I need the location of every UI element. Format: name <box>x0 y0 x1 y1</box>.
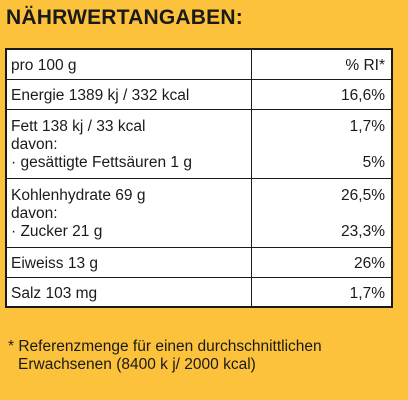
row-label-line: pro 100 g <box>11 57 77 74</box>
row-label: Fett 138 kj / 33 kcal davon: · gesättigt… <box>5 108 252 179</box>
footnote-line: * Referenzmenge für einen durchschnittli… <box>8 338 322 355</box>
row-label-line: · gesättigte Fettsäuren 1 g <box>11 153 192 171</box>
row-label: Energie 1389 kj / 332 kcal <box>5 78 252 110</box>
table-row-protein: Eiweiss 13 g 26% <box>5 246 393 278</box>
row-label: Eiweiss 13 g <box>5 246 252 278</box>
table-row-carbohydrates: Kohlenhydrate 69 g davon: · Zucker 21 g … <box>5 177 393 248</box>
footnote: * Referenzmenge für einen durchschnittli… <box>8 338 322 374</box>
table-row-fat: Fett 138 kj / 33 kcal davon: · gesättigt… <box>5 108 393 179</box>
row-value-line: 5% <box>362 153 385 171</box>
row-label-line: Eiweiss 13 g <box>11 254 99 272</box>
row-label-line: davon: <box>11 135 58 153</box>
row-value: 16,6% <box>251 78 393 110</box>
row-label: Salz 103 mg <box>5 276 252 308</box>
row-value: 1,7% 5% <box>251 108 393 179</box>
nutrition-table: pro 100 g % RI* Energie 1389 kj / 332 kc… <box>5 48 393 308</box>
table-row-energy: Energie 1389 kj / 332 kcal 16,6% <box>5 78 393 110</box>
row-label: pro 100 g <box>5 48 252 80</box>
row-label: Kohlenhydrate 69 g davon: · Zucker 21 g <box>5 177 252 248</box>
row-value: 1,7% <box>251 276 393 308</box>
row-value-line: % RI* <box>345 57 385 74</box>
row-label-line: Kohlenhydrate 69 g <box>11 186 146 204</box>
row-value: % RI* <box>251 48 393 80</box>
table-row-header: pro 100 g % RI* <box>5 48 393 80</box>
row-label-line: Salz 103 mg <box>11 284 98 302</box>
row-value: 26,5% 23,3% <box>251 177 393 248</box>
row-value-line: 26% <box>353 254 385 272</box>
row-label-line: Fett 138 kj / 33 kcal <box>11 117 146 135</box>
row-value-line <box>258 205 385 223</box>
row-value-line <box>258 136 385 154</box>
row-label-line: davon: <box>11 204 58 222</box>
row-value-line: 23,3% <box>341 222 385 240</box>
footnote-line: Erwachsenen (8400 k j/ 2000 kcal) <box>18 356 256 373</box>
row-value-line: 26,5% <box>341 186 385 204</box>
row-value-line: 1,7% <box>349 117 385 135</box>
row-label-line: Energie 1389 kj / 332 kcal <box>11 86 190 104</box>
table-row-salt: Salz 103 mg 1,7% <box>5 276 393 308</box>
row-label-line: · Zucker 21 g <box>11 222 103 240</box>
row-value: 26% <box>251 246 393 278</box>
row-value-line: 1,7% <box>349 284 385 302</box>
row-value-line: 16,6% <box>341 86 385 104</box>
page-title: NÄHRWERTANGABEN: <box>6 6 243 29</box>
